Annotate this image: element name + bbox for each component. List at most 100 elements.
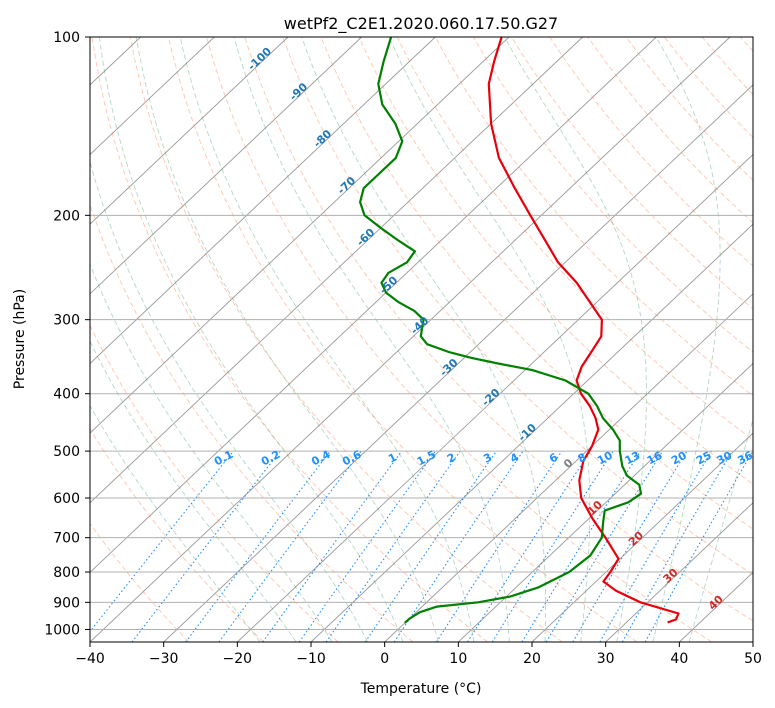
- mixing-ratio-line: [90, 450, 234, 633]
- mixing-ratio-label: 8: [576, 451, 589, 466]
- x-tick-label: 20: [523, 651, 541, 667]
- x-tick-label: 50: [744, 651, 762, 667]
- isotherm-line: [90, 37, 583, 504]
- isotherm-label: -80: [311, 127, 335, 150]
- x-axis-title: Temperature (°C): [360, 681, 482, 697]
- moist-adiabat-line: [90, 159, 369, 642]
- mixing-ratio-line: [131, 450, 281, 642]
- moist-adiabat-line: [504, 37, 647, 642]
- isotherm-line: [310, 223, 753, 642]
- isotherm-label: 40: [706, 592, 726, 612]
- dry-adiabat-line: [206, 37, 712, 642]
- y-axis: 100 200 300 400 500 600 700 800 900 1000: [44, 30, 90, 638]
- isotherm-line: [90, 37, 436, 365]
- dry-adiabat-line: [90, 324, 339, 642]
- mixing-ratio-line: [393, 450, 524, 642]
- moist-adiabat-line: [90, 340, 297, 642]
- x-tick-label: 30: [597, 651, 615, 667]
- mixing-ratio-line: [599, 450, 713, 642]
- y-tick-label: 400: [53, 387, 80, 403]
- mixing-ratio-label: 13: [623, 449, 643, 468]
- isotherm-label: 10: [585, 498, 605, 518]
- mixing-ratio-line: [262, 450, 403, 642]
- isotherm-line: [237, 153, 753, 642]
- isotherm-line: [90, 37, 510, 434]
- mixing-ratio-label: 1: [386, 451, 399, 466]
- y-axis-title: Pressure (hPa): [12, 289, 28, 389]
- x-tick-label: 10: [449, 651, 467, 667]
- mixing-ratio-line: [521, 450, 641, 642]
- mixing-ratio-label: 3: [481, 451, 494, 466]
- moist-adiabat-line: [135, 37, 439, 642]
- x-tick-label: 40: [670, 651, 688, 667]
- y-tick-label: 500: [53, 444, 80, 460]
- y-tick-label: 800: [53, 565, 80, 581]
- dry-adiabat-line: [167, 37, 638, 642]
- isotherm-line: [605, 502, 753, 642]
- x-axis: −40 −30 −20 −10 0 10 20 30 40 50: [75, 642, 762, 667]
- mixing-ratio-line: [491, 450, 614, 642]
- isotherm-label: -60: [354, 226, 378, 249]
- plot-frame: [89, 36, 754, 643]
- pressure-gridlines: [90, 37, 753, 630]
- mixing-ratio-label: 36: [735, 449, 755, 468]
- dry-adiabat-line: [358, 37, 753, 485]
- mixing-ratio-line: [364, 450, 497, 642]
- dewpoint-line: [359, 37, 643, 624]
- dry-adiabat-line: [90, 203, 414, 642]
- isotherm-label: -10: [516, 421, 540, 444]
- moist-adiabat-line: [688, 417, 753, 642]
- mixing-ratio-label: 25: [694, 449, 714, 468]
- isotherm-label: -90: [287, 80, 311, 103]
- y-tick-label: 600: [53, 491, 80, 507]
- dry-adiabat-line: [739, 37, 753, 52]
- isotherm-line: [679, 571, 753, 642]
- isotherm-line: [458, 362, 753, 642]
- isotherm-line: [90, 37, 289, 225]
- isotherm-line: [90, 37, 362, 295]
- mixing-ratio-line: [185, 450, 331, 642]
- moist-adiabat-line: [90, 404, 261, 642]
- dry-adiabat-line: [663, 37, 753, 139]
- chart-title: wetPf2_C2E1.2020.060.17.50.G27: [284, 14, 558, 34]
- moist-adiabat-line: [179, 37, 475, 642]
- isotherm-label: -50: [377, 273, 401, 296]
- y-tick-label: 300: [53, 313, 80, 329]
- y-tick-label: 100: [53, 30, 80, 46]
- dry-adiabat-line: [701, 37, 753, 96]
- mixing-ratio-line: [435, 450, 563, 642]
- mixing-ratio-line: [644, 450, 753, 642]
- y-tick-label: 200: [53, 208, 80, 224]
- mixing-ratio-line: [298, 450, 436, 642]
- x-tick-label: −10: [296, 651, 326, 667]
- mixing-ratio-label: 30: [715, 449, 735, 468]
- dry-adiabat-line: [90, 427, 264, 642]
- isotherm-label: -100: [245, 45, 274, 74]
- dry-adiabat-line: [91, 37, 488, 642]
- y-tick-label: 1000: [44, 622, 80, 638]
- dry-adiabat-line: [90, 522, 190, 642]
- x-tick-label: −40: [75, 651, 105, 667]
- isotherm-label: -20: [479, 386, 503, 409]
- isotherm-label: -70: [335, 174, 359, 197]
- sounding-profiles: [359, 37, 680, 624]
- dry-adiabat-line: [587, 37, 753, 224]
- isotherm-line: [0, 37, 67, 642]
- dry-adiabat-line: [129, 37, 563, 642]
- mixing-ratio-line: [218, 450, 362, 642]
- x-tick-label: 0: [380, 651, 389, 667]
- isotherm-line: [752, 641, 753, 642]
- moist-adiabat-line: [652, 37, 721, 642]
- moist-adiabat-line: [388, 37, 591, 642]
- mixing-ratio-label: 10: [595, 449, 615, 468]
- isotherm-line: [90, 37, 215, 156]
- isotherm-line: [90, 37, 657, 573]
- x-tick-label: −20: [223, 651, 253, 667]
- isotherm-line: [384, 293, 753, 642]
- y-tick-label: 700: [53, 531, 80, 547]
- y-tick-label: 900: [53, 595, 80, 611]
- moist-adiabat-line: [90, 263, 333, 642]
- isotherm-line: [90, 37, 731, 642]
- moist-adiabat-line: [98, 37, 404, 642]
